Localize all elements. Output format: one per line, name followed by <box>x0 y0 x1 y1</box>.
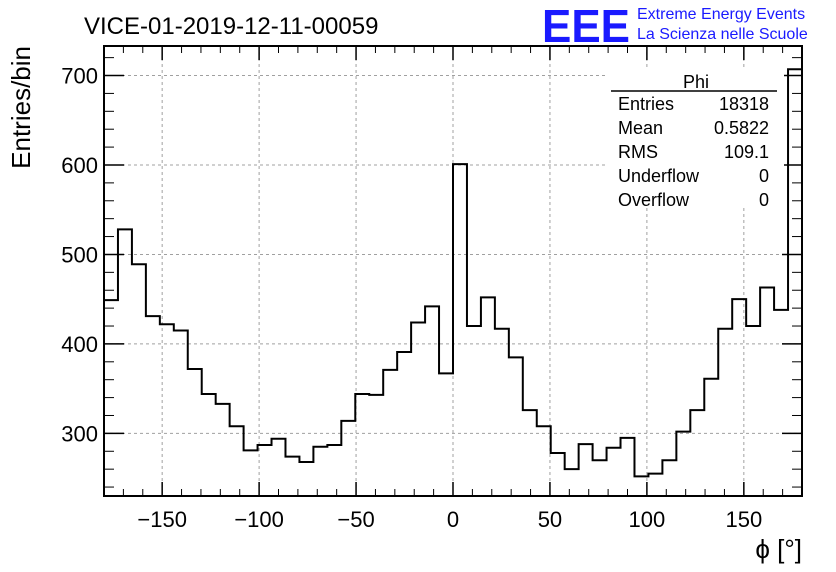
logo-line-2: La Scienza nelle Scuole <box>637 26 808 43</box>
x-tick-labels: −150 −100 −50 0 50 100 150 <box>137 507 762 532</box>
stats-box: Phi Entries 18318 Mean 0.5822 RMS 109.1 Underf… <box>608 70 784 210</box>
stats-value: 18318 <box>719 94 769 114</box>
y-tick-label: 500 <box>61 242 98 267</box>
x-tick-label: 150 <box>725 507 762 532</box>
stats-value: 109.1 <box>724 142 769 162</box>
y-tick-label: 400 <box>61 332 98 357</box>
stats-label: Underflow <box>618 166 700 186</box>
stats-title: Phi <box>683 72 709 92</box>
stats-rows: Entries 18318 Mean 0.5822 RMS 109.1 Underflow 0… <box>618 94 769 210</box>
x-axis-title: ϕ [°] <box>755 534 802 564</box>
stats-value: 0 <box>759 166 769 186</box>
ticks-layer <box>103 46 803 496</box>
x-tick-label: −100 <box>234 507 284 532</box>
eee-logo-mark: EEE <box>542 0 630 52</box>
x-tick-label: −150 <box>137 507 187 532</box>
stats-label: RMS <box>618 142 658 162</box>
logo-line-1: Extreme Energy Events <box>637 6 805 23</box>
eee-logo: EEE Extreme Energy Events La Scienza nel… <box>542 0 808 52</box>
x-tick-label: 0 <box>447 507 459 532</box>
x-tick-label: 100 <box>629 507 666 532</box>
x-tick-label: 50 <box>538 507 562 532</box>
stats-label: Mean <box>618 118 663 138</box>
y-axis-title: Entries/bin <box>6 46 36 169</box>
y-tick-label: 600 <box>61 153 98 178</box>
stats-label: Overflow <box>618 190 690 210</box>
chart-title: VICE-01-2019-12-11-00059 <box>84 13 378 40</box>
y-tick-labels: 300 400 500 600 700 <box>61 64 98 447</box>
stats-label: Entries <box>618 94 674 114</box>
histogram-outline <box>104 68 802 478</box>
y-tick-label: 300 <box>61 421 98 446</box>
x-tick-label: −50 <box>337 507 374 532</box>
y-tick-label: 700 <box>61 64 98 89</box>
plot-frame <box>103 45 803 497</box>
stats-value: 0 <box>759 190 769 210</box>
stats-value: 0.5822 <box>714 118 769 138</box>
stats-box-bg <box>608 70 784 208</box>
